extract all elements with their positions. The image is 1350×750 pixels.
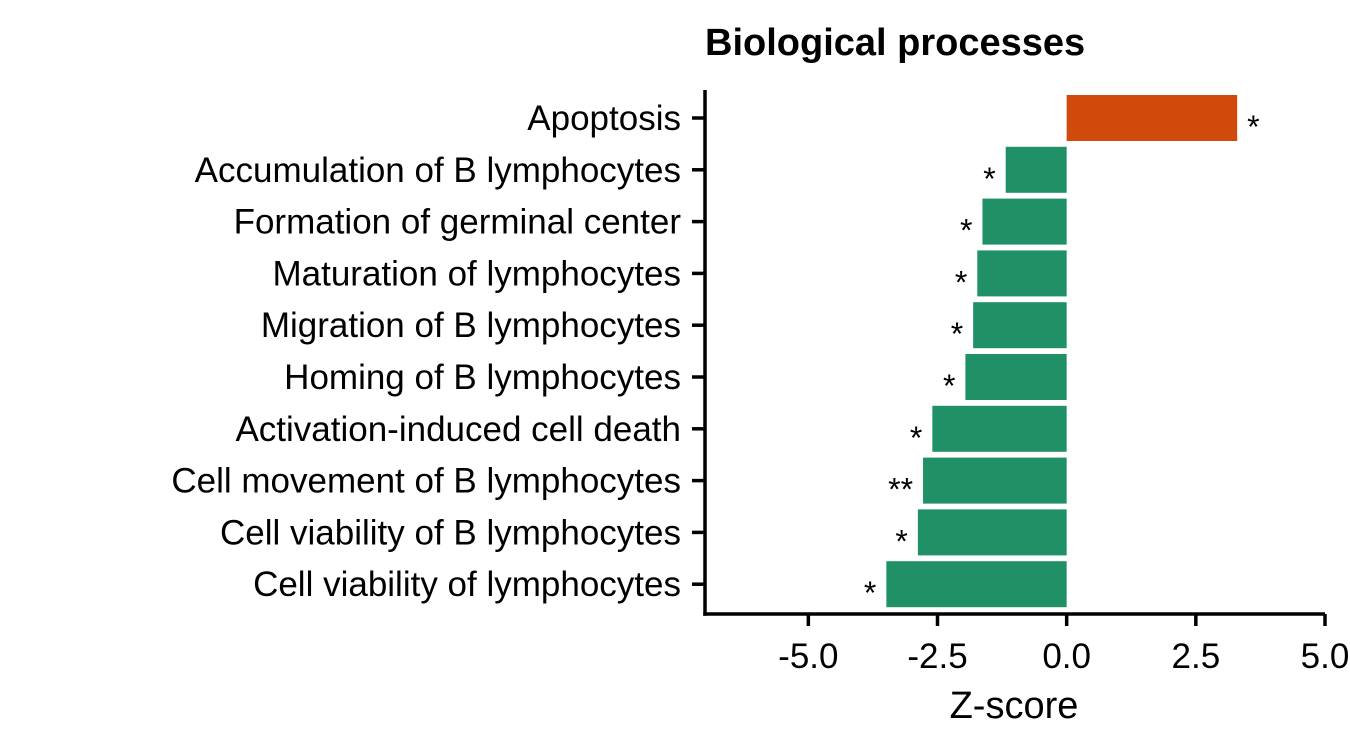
significance-label: * <box>951 316 963 352</box>
category-label: Cell movement of B lymphocytes <box>171 462 681 501</box>
category-label: Apoptosis <box>527 99 681 138</box>
significance-label: * <box>910 420 922 456</box>
x-tick-label: -5.0 <box>778 637 838 676</box>
chart-title: Biological processes <box>705 22 1085 64</box>
significance-label: * <box>864 575 876 611</box>
category-label: Migration of B lymphocytes <box>261 306 681 345</box>
x-tick-label: 2.5 <box>1172 637 1221 676</box>
significance-label: * <box>983 161 995 197</box>
significance-label: * <box>960 213 972 249</box>
bar <box>1005 146 1067 193</box>
significance-label: * <box>955 264 967 300</box>
significance-label: * <box>943 368 955 404</box>
bar <box>886 561 1067 608</box>
significance-label: * <box>1247 109 1259 145</box>
x-tick-label: -2.5 <box>907 637 967 676</box>
category-label: Accumulation of B lymphocytes <box>195 151 681 190</box>
bar <box>977 250 1067 297</box>
category-label: Cell viability of lymphocytes <box>253 565 681 604</box>
significance-label: * <box>895 523 907 559</box>
significance-labels: *********** <box>864 109 1260 611</box>
bars-group <box>886 95 1238 608</box>
y-axis-labels: Apoptosis Accumulation of B lymphocytes Fo… <box>171 99 681 604</box>
bar <box>923 457 1067 504</box>
x-axis-ticks: -5.0 -2.5 0.0 2.5 5.0 <box>778 614 1349 676</box>
x-tick-label: 5.0 <box>1301 637 1350 676</box>
bar <box>1066 95 1238 141</box>
significance-label: ** <box>888 472 913 508</box>
bar <box>982 198 1067 245</box>
bar <box>973 302 1067 349</box>
x-axis-title: Z-score <box>950 685 1079 727</box>
bar <box>917 509 1067 556</box>
category-label: Activation-induced cell death <box>235 410 681 449</box>
y-axis-ticks <box>692 116 705 586</box>
category-label: Formation of germinal center <box>234 203 682 242</box>
category-label: Cell viability of B lymphocytes <box>220 513 681 552</box>
category-label: Maturation of lymphocytes <box>272 254 681 293</box>
x-tick-label: 0.0 <box>1042 637 1091 676</box>
category-label: Homing of B lymphocytes <box>284 358 681 397</box>
bar <box>965 354 1067 400</box>
bar <box>932 405 1067 452</box>
